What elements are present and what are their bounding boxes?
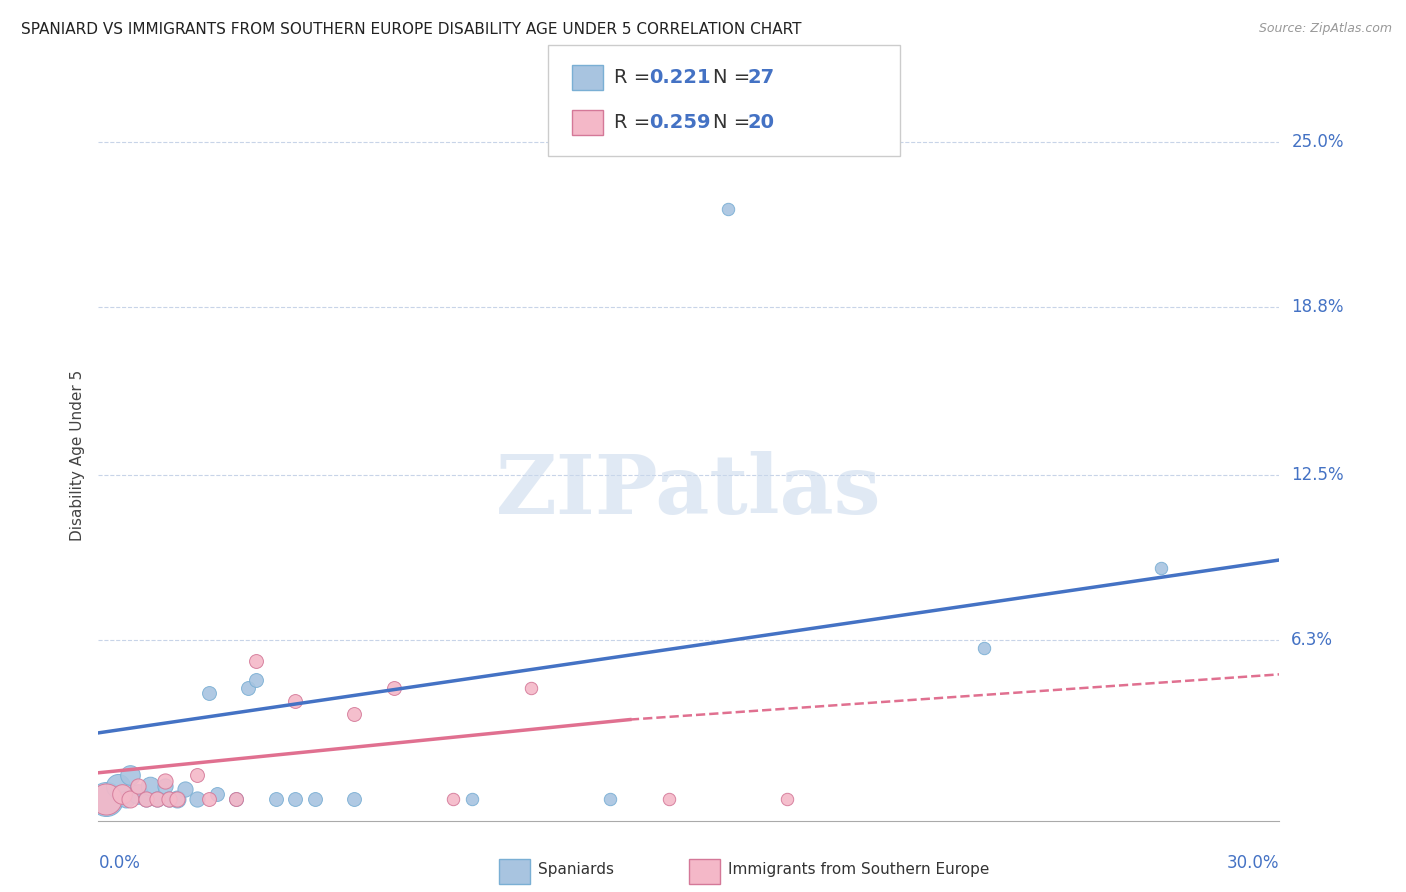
Point <box>343 792 366 806</box>
Point <box>135 792 157 806</box>
Point <box>96 792 118 806</box>
Point <box>127 787 149 801</box>
Point <box>186 792 208 806</box>
Text: SPANIARD VS IMMIGRANTS FROM SOUTHERN EUROPE DISABILITY AGE UNDER 5 CORRELATION C: SPANIARD VS IMMIGRANTS FROM SOUTHERN EUR… <box>21 22 801 37</box>
Text: Source: ZipAtlas.com: Source: ZipAtlas.com <box>1258 22 1392 36</box>
Point <box>284 694 307 708</box>
Point <box>127 779 149 793</box>
Text: 27: 27 <box>748 69 775 87</box>
Text: 0.221: 0.221 <box>650 69 711 87</box>
Point <box>205 787 228 801</box>
Text: 12.5%: 12.5% <box>1291 466 1344 483</box>
Point <box>973 640 995 655</box>
Point <box>658 792 681 806</box>
Point <box>236 681 259 695</box>
Point <box>135 792 157 806</box>
Point <box>382 681 405 695</box>
Text: 30.0%: 30.0% <box>1227 854 1279 871</box>
Point <box>155 779 177 793</box>
Point <box>96 792 118 806</box>
Text: 18.8%: 18.8% <box>1291 298 1344 317</box>
Point <box>157 792 180 806</box>
Point <box>264 792 287 806</box>
Point <box>197 792 219 806</box>
Point <box>776 792 799 806</box>
Point <box>107 779 129 793</box>
Point <box>166 792 188 806</box>
Point <box>284 792 307 806</box>
Point <box>225 792 247 806</box>
Point <box>166 792 188 806</box>
Text: N =: N = <box>713 69 756 87</box>
Point <box>115 792 138 806</box>
Point <box>157 792 180 806</box>
Text: 6.3%: 6.3% <box>1291 631 1333 648</box>
Point <box>146 792 169 806</box>
Point <box>304 792 326 806</box>
Point <box>118 768 141 782</box>
Point <box>245 654 267 668</box>
Y-axis label: Disability Age Under 5: Disability Age Under 5 <box>69 369 84 541</box>
Text: Spaniards: Spaniards <box>538 863 614 877</box>
Point <box>186 768 208 782</box>
Point <box>174 781 197 796</box>
Point <box>111 787 134 801</box>
Point <box>1150 561 1173 575</box>
Text: ZIPatlas: ZIPatlas <box>496 451 882 532</box>
Point <box>138 779 160 793</box>
Point <box>599 792 621 806</box>
Text: 25.0%: 25.0% <box>1291 134 1344 152</box>
Point <box>146 792 169 806</box>
Point <box>225 792 247 806</box>
Point <box>343 707 366 722</box>
Text: N =: N = <box>713 113 756 132</box>
Text: 0.259: 0.259 <box>650 113 711 132</box>
Point <box>197 686 219 700</box>
Text: 0.0%: 0.0% <box>98 854 141 871</box>
Text: R =: R = <box>614 113 657 132</box>
Text: 20: 20 <box>748 113 775 132</box>
Point <box>155 773 177 788</box>
Text: Immigrants from Southern Europe: Immigrants from Southern Europe <box>728 863 990 877</box>
Point <box>461 792 484 806</box>
Point <box>717 202 740 216</box>
Text: R =: R = <box>614 69 657 87</box>
Point <box>520 681 543 695</box>
Point <box>441 792 464 806</box>
Point <box>118 792 141 806</box>
Point <box>245 673 267 687</box>
